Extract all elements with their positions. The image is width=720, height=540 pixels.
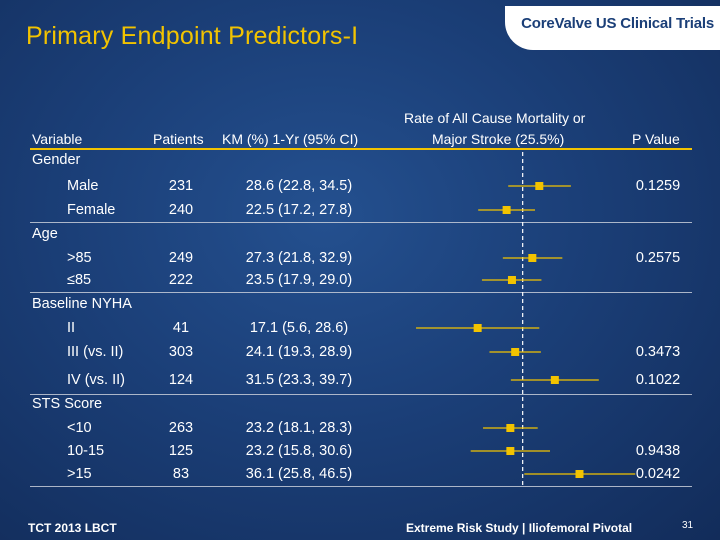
- km-value: 17.1 (5.6, 28.6): [249, 320, 349, 336]
- km-value: 31.5 (23.3, 39.7): [245, 372, 353, 388]
- group-separator: [30, 292, 692, 293]
- brand-logo-text: CoreValve US Clinical Trials: [521, 15, 714, 32]
- p-value: 0.0242: [635, 466, 681, 482]
- header-km: KM (%) 1-Yr (95% CI): [222, 131, 359, 147]
- p-value: 0.9438: [635, 443, 681, 459]
- km-value: 22.5 (17.2, 27.8): [245, 202, 353, 218]
- km-value: 36.1 (25.8, 46.5): [245, 466, 353, 482]
- km-point-marker: [528, 254, 537, 262]
- km-point-marker: [506, 447, 515, 455]
- patients-value: 249: [168, 250, 194, 266]
- patients-value: 303: [168, 344, 194, 360]
- km-value: 28.6 (22.8, 34.5): [245, 178, 353, 194]
- km-point-marker: [473, 324, 482, 332]
- group-separator: [30, 486, 692, 487]
- row-label: Female: [67, 202, 116, 218]
- row-label: >15: [67, 466, 92, 482]
- km-point-marker: [550, 376, 559, 384]
- patients-value: 83: [172, 466, 190, 482]
- row-label: 10-15: [67, 443, 105, 459]
- group-separator: [30, 394, 692, 395]
- km-point-marker: [507, 276, 516, 284]
- group-label: Gender: [32, 152, 81, 168]
- row-label: II: [67, 320, 76, 336]
- footer-left: TCT 2013 LBCT: [28, 521, 117, 535]
- km-point-marker: [511, 348, 520, 356]
- page-number: 31: [682, 520, 694, 531]
- header-rate-line2: Major Stroke (25.5%): [432, 131, 565, 147]
- patients-value: 240: [168, 202, 194, 218]
- row-label: Male: [67, 178, 99, 194]
- patients-value: 125: [168, 443, 194, 459]
- row-label: III (vs. II): [67, 344, 124, 360]
- header-variable: Variable: [32, 131, 83, 147]
- group-label: Age: [32, 226, 58, 242]
- row-label: IV (vs. II): [67, 372, 125, 388]
- group-label: STS Score: [32, 396, 103, 412]
- km-value: 27.3 (21.8, 32.9): [245, 250, 353, 266]
- group-label: Baseline NYHA: [32, 296, 132, 312]
- p-value: 0.1022: [635, 372, 681, 388]
- patients-value: 222: [168, 272, 194, 288]
- header-pvalue: P Value: [632, 131, 680, 147]
- km-point-marker: [535, 182, 544, 190]
- brand-badge: [505, 6, 720, 50]
- row-label: ≤85: [67, 272, 92, 288]
- km-value: 23.5 (17.9, 29.0): [245, 272, 353, 288]
- km-point-marker: [575, 470, 584, 478]
- patients-value: 41: [172, 320, 190, 336]
- km-value: 23.2 (15.8, 30.6): [245, 443, 353, 459]
- p-value: 0.1259: [635, 178, 681, 194]
- row-label: <10: [67, 420, 92, 436]
- footer-right: Extreme Risk Study | Iliofemoral Pivotal: [406, 521, 633, 535]
- patients-value: 263: [168, 420, 194, 436]
- p-value: 0.3473: [635, 344, 681, 360]
- group-separator: [30, 222, 692, 223]
- row-label: >85: [67, 250, 92, 266]
- km-value: 24.1 (19.3, 28.9): [245, 344, 353, 360]
- header-rate-line1: Rate of All Cause Mortality or: [404, 110, 586, 126]
- patients-value: 231: [168, 178, 194, 194]
- header-rule: [30, 148, 692, 150]
- km-point-marker: [506, 424, 515, 432]
- km-value: 23.2 (18.1, 28.3): [245, 420, 353, 436]
- patients-value: 124: [168, 372, 194, 388]
- p-value: 0.2575: [635, 250, 681, 266]
- km-point-marker: [502, 206, 511, 214]
- header-patients: Patients: [153, 131, 204, 147]
- page-title: Primary Endpoint Predictors-I: [26, 22, 359, 50]
